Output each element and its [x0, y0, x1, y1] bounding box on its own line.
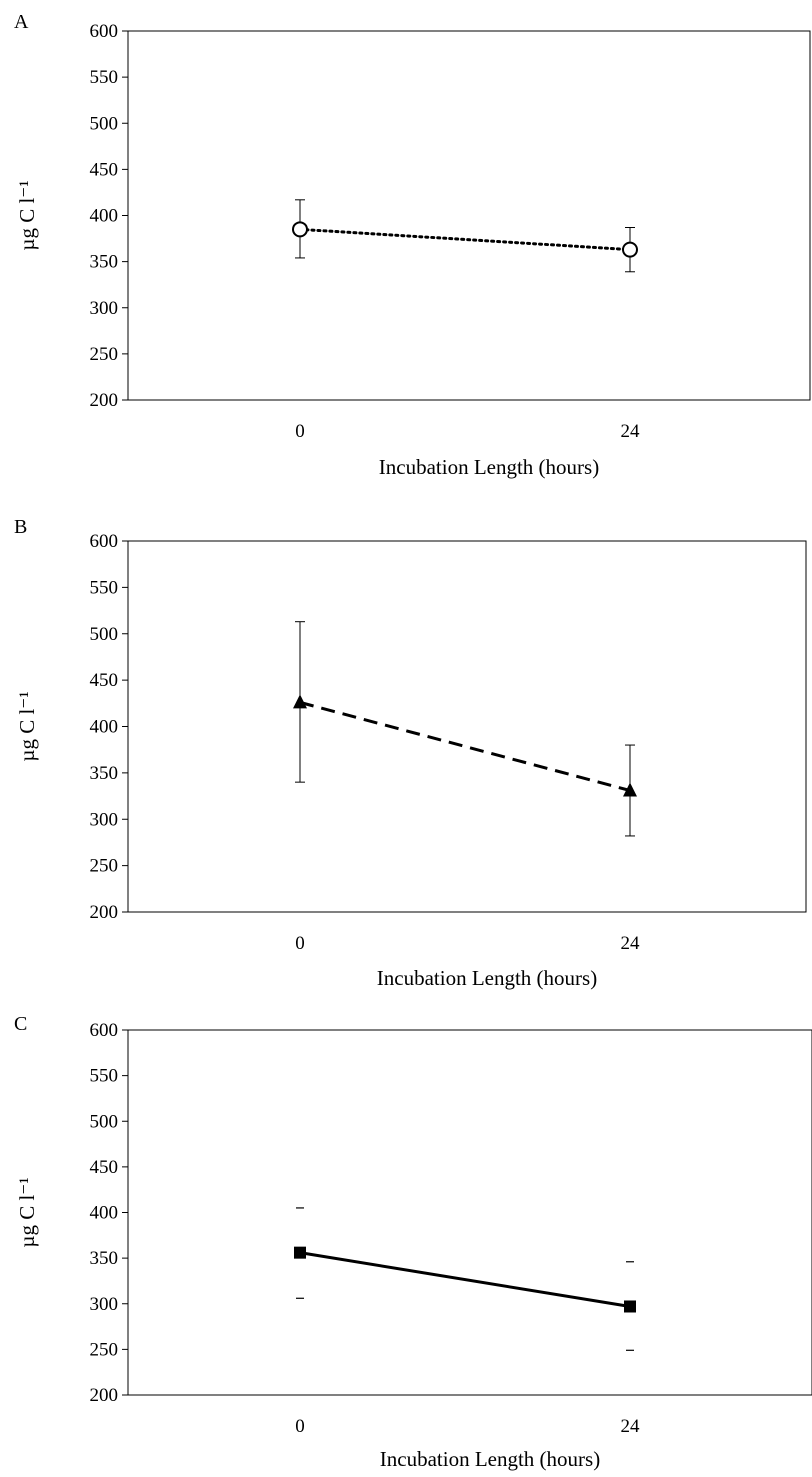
y-tick-label: 400 [90, 206, 119, 227]
data-point-0 [292, 221, 308, 238]
y-tick-label: 500 [90, 113, 119, 134]
panel-label: C [14, 1013, 27, 1035]
y-tick-label: 550 [90, 577, 119, 598]
y-tick-label: 250 [90, 344, 119, 365]
y-tick-label: 350 [90, 763, 119, 784]
x-axis-label: Incubation Length (hours) [380, 1447, 600, 1471]
y-axis-label: µg C l⁻¹ [15, 180, 39, 250]
y-tick-label: 350 [90, 252, 119, 273]
y-tick-label: 500 [90, 1111, 119, 1132]
x-tick-label: 24 [621, 1416, 641, 1437]
x-tick-label: 0 [295, 421, 305, 442]
y-tick-label: 250 [90, 856, 119, 877]
data-point-1 [623, 782, 637, 797]
x-axis-label: Incubation Length (hours) [379, 455, 599, 479]
y-tick-label: 300 [90, 298, 119, 319]
data-point-1 [622, 241, 638, 258]
data-point-1 [624, 1300, 636, 1313]
data-point-0 [293, 694, 307, 709]
y-tick-label: 550 [90, 67, 119, 88]
x-tick-label: 24 [621, 933, 641, 954]
y-tick-label: 450 [90, 159, 119, 180]
panel-label: A [14, 11, 29, 33]
y-axis-label: µg C l⁻¹ [15, 1177, 39, 1247]
y-tick-label: 600 [90, 1020, 119, 1041]
y-tick-label: 500 [90, 624, 119, 645]
y-tick-label: 450 [90, 1157, 119, 1178]
y-tick-label: 300 [90, 809, 119, 830]
chart-panel-a: A 200 250 300 350 400 450 500 550 600 0 24 Incubatio… [14, 11, 811, 479]
y-tick-label: 200 [90, 1385, 119, 1406]
y-tick-label: 250 [90, 1339, 119, 1360]
series-line [299, 1251, 631, 1308]
x-tick-label: 0 [295, 1416, 305, 1437]
plot-area-frame [127, 30, 811, 401]
y-tick-label: 600 [90, 21, 119, 42]
x-axis-label: Incubation Length (hours) [377, 966, 597, 990]
panel-label: B [14, 516, 27, 538]
plot-area-frame [127, 1029, 812, 1396]
x-tick-label: 0 [295, 933, 305, 954]
y-tick-label: 350 [90, 1248, 119, 1269]
data-point-0 [294, 1246, 306, 1259]
y-tick-label: 400 [90, 1203, 119, 1224]
x-tick-label: 24 [621, 421, 641, 442]
y-axis-label: µg C l⁻¹ [15, 691, 39, 761]
series-line [299, 700, 631, 792]
y-tick-label: 600 [90, 531, 119, 552]
y-tick-label: 200 [90, 390, 119, 411]
y-tick-label: 300 [90, 1294, 119, 1315]
y-tick-label: 550 [90, 1066, 119, 1087]
y-tick-label: 450 [90, 670, 119, 691]
y-tick-label: 200 [90, 902, 119, 923]
y-tick-label: 400 [90, 717, 119, 738]
chart-panel-b: B 200 250 300 350 400 450 500 550 600 0 24 Incubatio… [14, 516, 807, 990]
plot-area-frame [127, 540, 807, 913]
series-line [298, 227, 632, 252]
chart-panel-c: C 200 250 300 350 400 450 500 550 600 0 24 Incubatio… [14, 1013, 812, 1471]
